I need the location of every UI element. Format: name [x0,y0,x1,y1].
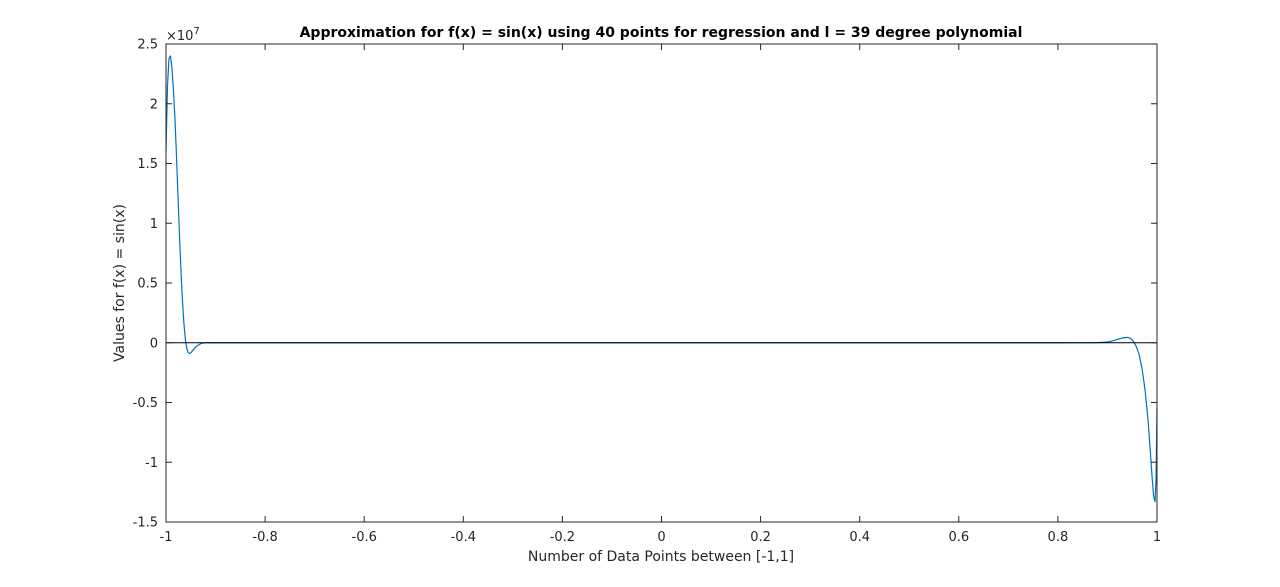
x-tick-label: -0.6 [352,530,377,545]
y-tick-label: 0 [150,336,158,351]
plot-background [166,44,1157,522]
y-exponent-power: 7 [193,26,199,37]
x-axis-label: Number of Data Points between [-1,1] [528,549,794,565]
x-tick-label: 0 [657,530,665,545]
x-tick-label: -0.4 [451,530,476,545]
x-tick-label: 1 [1153,530,1161,545]
y-tick-label: 0.5 [137,277,158,292]
y-tick-label: -0.5 [133,396,158,411]
x-tick-label: -0.8 [252,530,277,545]
x-tick-label: 0.2 [750,530,771,545]
x-tick-label: -1 [160,530,173,545]
y-tick-label: 1 [150,217,158,232]
x-tick-label: 0.8 [1048,530,1069,545]
x-tick-label: -0.2 [550,530,575,545]
y-tick-label: 1.5 [137,157,158,172]
y-axis-label: Values for f(x) = sin(x) [112,204,128,362]
y-tick-label: 2.5 [137,38,158,53]
y-ticks: -1.5 -1 -0.5 0 0.5 1 1.5 2 2.5 [133,38,1157,531]
x-ticks: -1 -0.8 -0.6 -0.4 -0.2 0 0.2 0.4 0.6 0.8 1 [160,44,1161,545]
y-tick-label: -1 [145,456,158,471]
chart-title: Approximation for f(x) = sin(x) using 40… [300,25,1023,41]
y-exponent-label: ×107 [166,26,200,44]
x-tick-label: 0.4 [849,530,870,545]
x-tick-label: 0.6 [948,530,969,545]
y-tick-label: 2 [150,97,158,112]
y-exponent-base: ×10 [166,29,193,44]
y-tick-label: -1.5 [133,516,158,531]
